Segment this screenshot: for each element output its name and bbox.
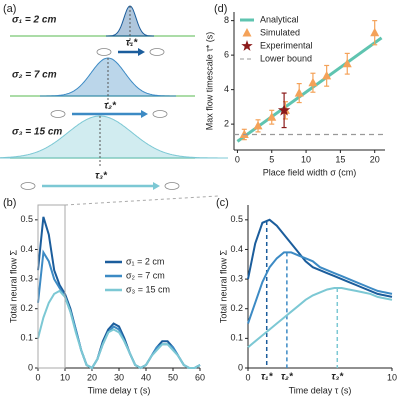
tau-label: τ₂* bbox=[104, 101, 117, 112]
rat-icon bbox=[152, 110, 168, 118]
field-label: σ₃ = 15 cm bbox=[12, 127, 62, 138]
rat-icon bbox=[149, 48, 165, 56]
zoom-connector bbox=[64, 195, 219, 206]
sim-point bbox=[322, 70, 332, 80]
x-tick-label: 40 bbox=[141, 372, 151, 382]
y-tick-label: 6 bbox=[224, 50, 229, 60]
exp-point bbox=[277, 103, 291, 116]
rat-icon bbox=[164, 182, 180, 190]
legend-label: σ₂ = 7 cm bbox=[126, 270, 165, 280]
legend-label: Analytical bbox=[260, 14, 299, 24]
y-tick-label: 8 bbox=[224, 15, 229, 25]
peak-label: τ₁* bbox=[261, 372, 274, 383]
panel-label: (c) bbox=[216, 197, 229, 209]
field-label: σ₂ = 7 cm bbox=[12, 70, 57, 81]
x-tick-label: 20 bbox=[370, 154, 380, 164]
x-tick-label: 10 bbox=[387, 372, 397, 382]
peak-label: τ₃* bbox=[331, 372, 344, 383]
analytical-line bbox=[236, 36, 383, 143]
y-axis-label: Total neural flow Σ bbox=[218, 250, 228, 324]
sim-point bbox=[308, 77, 318, 87]
peak-label: τ₂* bbox=[281, 372, 294, 383]
arrow-head bbox=[138, 48, 145, 56]
sim-point bbox=[342, 58, 352, 68]
rat-icon bbox=[96, 48, 112, 56]
tau-label: τ₁* bbox=[126, 38, 139, 49]
x-tick-label: 0 bbox=[245, 372, 250, 382]
y-tick-label: 0.4 bbox=[20, 244, 33, 254]
sim-point bbox=[239, 129, 249, 138]
field-label: σ₁ = 2 cm bbox=[12, 15, 56, 26]
x-axis-label: Place field width σ (cm) bbox=[263, 167, 357, 177]
x-tick-label: 15 bbox=[335, 154, 345, 164]
arrow-head bbox=[141, 110, 148, 118]
sim-point bbox=[294, 88, 304, 97]
x-axis-label: Time delay τ (s) bbox=[88, 385, 151, 395]
legend-label: Lower bound bbox=[260, 53, 312, 63]
x-tick-label: 5 bbox=[269, 154, 274, 164]
tau-label: τ₃* bbox=[95, 171, 108, 182]
x-tick-label: 50 bbox=[168, 372, 178, 382]
y-tick-label: 0.2 bbox=[230, 303, 243, 313]
panel-label: (a) bbox=[3, 3, 16, 15]
flow-curve bbox=[247, 218, 393, 298]
y-axis-label: Max flow timescale τ* (s) bbox=[204, 32, 214, 131]
flow-curve bbox=[37, 249, 201, 370]
zoom-box bbox=[37, 204, 66, 369]
x-tick-label: 0 bbox=[235, 154, 240, 164]
legend-label: σ₁ = 2 cm bbox=[126, 256, 164, 266]
flow-curve bbox=[247, 287, 393, 349]
x-tick-label: 10 bbox=[301, 154, 311, 164]
sim-point bbox=[253, 120, 263, 130]
legend-swatch bbox=[242, 28, 252, 37]
y-tick-label: 0.1 bbox=[230, 333, 243, 343]
sim-point bbox=[267, 112, 277, 121]
rat-icon bbox=[50, 110, 66, 118]
panel-label: (b) bbox=[3, 197, 16, 209]
legend-label: σ₃ = 15 cm bbox=[126, 284, 170, 294]
x-tick-label: 0 bbox=[35, 372, 40, 382]
y-tick-label: 0.2 bbox=[20, 303, 33, 313]
legend-label: Simulated bbox=[260, 27, 300, 37]
y-tick-label: 0.5 bbox=[230, 214, 243, 224]
x-axis-label: Time delay τ (s) bbox=[289, 385, 352, 395]
y-tick-label: 0.5 bbox=[20, 214, 33, 224]
x-tick-label: 60 bbox=[195, 372, 205, 382]
x-tick-label: 20 bbox=[87, 372, 97, 382]
y-tick-label: 0.3 bbox=[230, 273, 243, 283]
y-tick-label: 2 bbox=[224, 119, 229, 129]
panel-label: (d) bbox=[214, 3, 227, 15]
arrow-head bbox=[153, 182, 160, 190]
rat-icon bbox=[20, 182, 36, 190]
y-axis-label: Total neural flow Σ bbox=[8, 250, 18, 324]
y-tick-label: 0.3 bbox=[20, 273, 33, 283]
legend-swatch bbox=[241, 40, 253, 51]
y-tick-label: 0 bbox=[28, 362, 33, 372]
y-tick-label: 0.4 bbox=[230, 244, 243, 254]
legend-label: Experimental bbox=[260, 40, 313, 50]
x-tick-label: 30 bbox=[114, 372, 124, 382]
y-tick-label: 4 bbox=[224, 84, 229, 94]
y-tick-label: 0 bbox=[238, 362, 243, 372]
sim-point bbox=[370, 27, 380, 37]
y-tick-label: 0.1 bbox=[20, 333, 33, 343]
x-tick-label: 10 bbox=[60, 372, 70, 382]
flow-curve bbox=[247, 251, 393, 324]
